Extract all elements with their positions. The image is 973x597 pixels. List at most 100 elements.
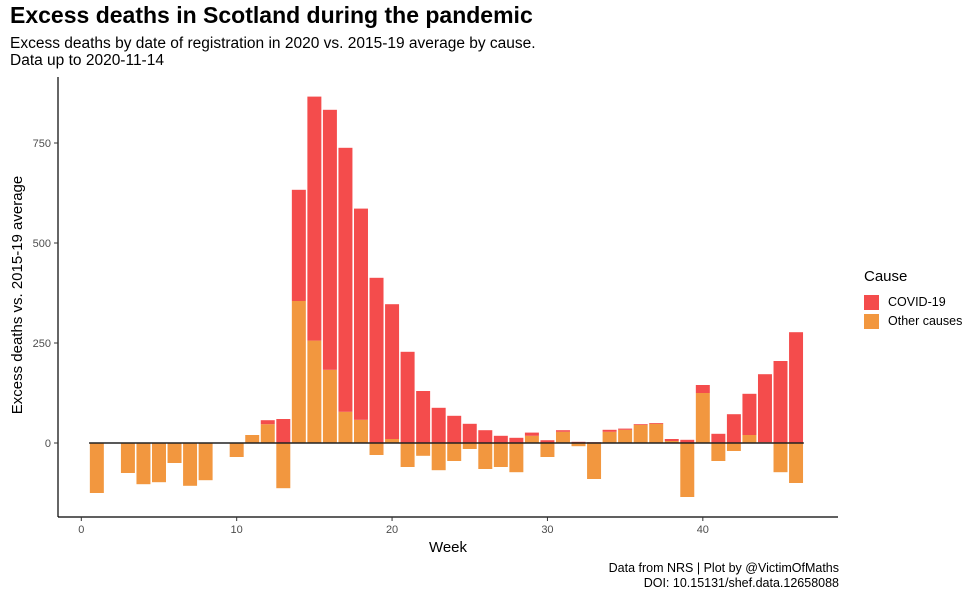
- bar-covid-week-45: [773, 361, 788, 443]
- bar-covid-week-28: [509, 437, 524, 443]
- bar-covid-week-42: [726, 414, 741, 443]
- x-tick-label-10: 10: [231, 524, 243, 536]
- bar-covid-week-36: [633, 424, 648, 425]
- bar-covid-week-15: [307, 96, 322, 341]
- bar-covid-week-26: [478, 430, 493, 443]
- bar-covid-week-34: [602, 429, 617, 432]
- caption: Data from NRS | Plot by @VictimOfMaths D…: [609, 561, 839, 591]
- y-tick-label-250: 250: [33, 338, 51, 350]
- bar-other-week-10: [229, 443, 244, 457]
- subtitle-line-1: Excess deaths by date of registration in…: [10, 35, 536, 52]
- bar-other-week-32: [571, 443, 586, 447]
- bar-other-week-5: [152, 443, 166, 483]
- bar-other-week-37: [649, 423, 664, 443]
- x-axis-title: Week: [429, 539, 468, 556]
- bar-other-week-28: [509, 443, 524, 473]
- bar-covid-week-25: [462, 423, 477, 443]
- y-axis-title: Excess deaths vs. 2015-19 average: [9, 176, 26, 414]
- bar-other-week-25: [462, 443, 477, 449]
- bar-covid-week-19: [369, 277, 384, 443]
- subtitle-line-2: Data up to 2020-11-14: [10, 52, 164, 69]
- legend-swatch-other: [864, 313, 879, 329]
- x-tick-label-40: 40: [697, 524, 709, 536]
- bar-covid-week-40: [695, 385, 710, 393]
- bar-covid-week-35: [618, 428, 633, 430]
- chart-subtitle: Excess deaths by date of registration in…: [10, 35, 536, 69]
- bar-other-week-39: [680, 443, 695, 497]
- bar-other-week-22: [416, 443, 431, 456]
- caption-line-1: Data from NRS | Plot by @VictimOfMaths: [608, 561, 839, 575]
- bar-other-week-11: [245, 435, 260, 443]
- bar-other-week-3: [120, 443, 135, 473]
- bar-other-week-38: [664, 441, 679, 443]
- bar-other-week-18: [353, 419, 368, 443]
- bar-covid-week-20: [385, 304, 400, 439]
- bar-covid-week-43: [742, 393, 757, 435]
- bar-covid-week-16: [322, 109, 337, 370]
- bar-covid-week-21: [400, 351, 415, 443]
- bar-other-week-27: [493, 443, 508, 467]
- chart-title: Excess deaths in Scotland during the pan…: [10, 2, 533, 28]
- bar-other-week-23: [431, 443, 446, 471]
- bar-other-week-17: [338, 411, 353, 443]
- bar-covid-week-13: [276, 419, 291, 443]
- bar-covid-week-39: [680, 439, 695, 443]
- caption-line-2: DOI: 10.15131/shef.data.12658088: [643, 576, 839, 590]
- bar-covid-week-31: [555, 430, 570, 432]
- y-tick-label-750: 750: [33, 138, 51, 150]
- bar-covid-week-24: [447, 415, 462, 443]
- bar-other-week-35: [618, 429, 633, 443]
- x-tick-label-0: 0: [78, 524, 84, 536]
- bar-other-week-7: [183, 443, 198, 486]
- legend-title: Cause: [864, 268, 908, 285]
- bar-other-week-43: [742, 435, 757, 443]
- bar-covid-week-44: [757, 374, 772, 443]
- bar-other-week-36: [633, 425, 648, 443]
- legend-swatch-covid: [864, 294, 879, 310]
- x-tick-label-20: 20: [386, 524, 398, 536]
- bar-other-week-40: [695, 393, 710, 443]
- bar-other-week-8: [198, 443, 213, 481]
- bar-covid-week-12: [260, 420, 275, 425]
- y-tick-label-500: 500: [33, 238, 51, 250]
- bar-other-week-46: [789, 443, 804, 483]
- bar-other-week-33: [587, 443, 602, 479]
- bar-other-week-30: [540, 443, 555, 457]
- legend: Cause COVID-19 Other causes: [864, 268, 962, 331]
- bar-other-week-19: [369, 443, 384, 455]
- bar-other-week-31: [555, 431, 570, 443]
- legend-label-other: Other causes: [888, 314, 963, 328]
- bar-covid-week-37: [649, 423, 664, 424]
- bar-other-week-20: [385, 439, 400, 443]
- bar-other-week-12: [260, 424, 275, 443]
- bar-covid-week-46: [789, 332, 804, 443]
- bar-other-week-21: [400, 443, 415, 467]
- bar-other-week-29: [524, 435, 539, 443]
- legend-item-other: Other causes: [864, 312, 962, 330]
- legend-label-covid: COVID-19: [888, 295, 946, 309]
- bar-covid-week-23: [431, 407, 446, 443]
- bar-other-week-34: [602, 431, 617, 443]
- bar-other-week-41: [711, 443, 726, 461]
- bar-other-week-15: [307, 340, 322, 443]
- bar-other-week-26: [478, 443, 493, 469]
- bar-other-week-42: [726, 443, 741, 451]
- bar-covid-week-14: [291, 189, 306, 301]
- bar-covid-week-22: [416, 391, 431, 443]
- bar-other-week-14: [291, 301, 306, 443]
- bar-other-week-24: [447, 443, 462, 461]
- bar-other-week-6: [167, 443, 182, 463]
- bar-covid-week-38: [664, 439, 679, 441]
- bar-covid-week-30: [540, 440, 555, 443]
- bar-other-week-13: [276, 443, 291, 489]
- bar-other-week-1: [89, 443, 104, 493]
- bar-covid-week-27: [493, 435, 508, 443]
- bar-covid-week-17: [338, 147, 353, 412]
- y-tick-label-0: 0: [45, 438, 51, 450]
- bar-other-week-45: [773, 443, 788, 473]
- legend-item-covid: COVID-19: [864, 293, 962, 311]
- bar-covid-week-18: [353, 208, 368, 420]
- bar-covid-week-41: [711, 433, 726, 443]
- bar-other-week-16: [322, 369, 337, 443]
